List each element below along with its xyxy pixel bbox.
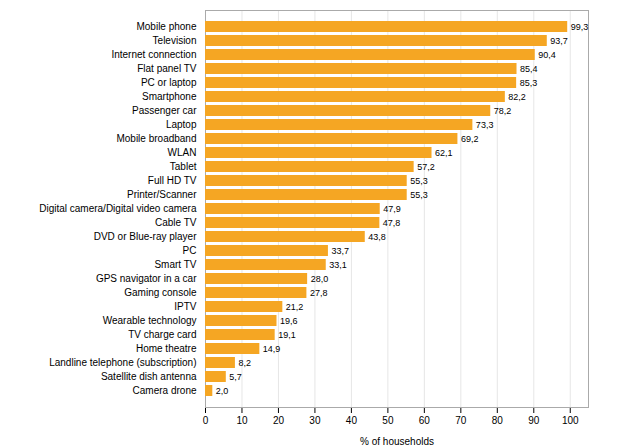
- svg-text:70: 70: [455, 415, 467, 426]
- svg-text:85,4: 85,4: [520, 64, 538, 74]
- svg-text:78,2: 78,2: [494, 106, 512, 116]
- svg-text:55,3: 55,3: [410, 190, 428, 200]
- svg-text:5,7: 5,7: [229, 372, 242, 382]
- svg-text:43,8: 43,8: [368, 232, 386, 242]
- svg-text:Mobile phone: Mobile phone: [136, 21, 196, 32]
- svg-text:Cable TV: Cable TV: [155, 217, 197, 228]
- svg-text:100: 100: [562, 415, 579, 426]
- svg-text:DVD or Blue-ray player: DVD or Blue-ray player: [94, 231, 197, 242]
- svg-text:Flat panel TV: Flat panel TV: [137, 63, 197, 74]
- svg-text:93,7: 93,7: [550, 36, 568, 46]
- svg-text:10: 10: [236, 415, 248, 426]
- svg-text:28,0: 28,0: [311, 274, 329, 284]
- svg-text:57,2: 57,2: [417, 162, 435, 172]
- svg-text:% of households: % of households: [360, 436, 434, 447]
- svg-text:Home theatre: Home theatre: [136, 343, 197, 354]
- svg-text:19,6: 19,6: [280, 316, 298, 326]
- svg-text:33,1: 33,1: [329, 260, 347, 270]
- svg-text:33,7: 33,7: [331, 246, 349, 256]
- svg-text:60: 60: [419, 415, 431, 426]
- svg-text:0: 0: [203, 415, 209, 426]
- svg-text:40: 40: [346, 415, 358, 426]
- svg-text:99,3: 99,3: [571, 22, 589, 32]
- svg-text:21,2: 21,2: [286, 302, 304, 312]
- svg-text:Full HD TV: Full HD TV: [148, 175, 197, 186]
- svg-text:90: 90: [528, 415, 540, 426]
- svg-text:Landline telephone (subscripti: Landline telephone (subscription): [49, 357, 196, 368]
- svg-text:55,3: 55,3: [410, 176, 428, 186]
- svg-text:14,9: 14,9: [263, 344, 281, 354]
- svg-text:80: 80: [492, 415, 504, 426]
- svg-text:30: 30: [309, 415, 321, 426]
- svg-text:Wearable technology: Wearable technology: [103, 315, 197, 326]
- svg-text:50: 50: [382, 415, 394, 426]
- svg-text:Tablet: Tablet: [170, 161, 197, 172]
- svg-text:47,8: 47,8: [383, 218, 401, 228]
- svg-text:Smartphone: Smartphone: [142, 91, 197, 102]
- svg-text:Digital camera/Digital video c: Digital camera/Digital video camera: [39, 203, 197, 214]
- svg-text:Mobile broadband: Mobile broadband: [116, 133, 196, 144]
- svg-text:20: 20: [273, 415, 285, 426]
- svg-text:27,8: 27,8: [310, 288, 328, 298]
- svg-text:82,2: 82,2: [508, 92, 526, 102]
- svg-text:Passenger car: Passenger car: [132, 105, 197, 116]
- svg-text:Laptop: Laptop: [166, 119, 197, 130]
- svg-text:62,1: 62,1: [435, 148, 453, 158]
- svg-text:IPTV: IPTV: [174, 301, 197, 312]
- svg-text:85,3: 85,3: [520, 78, 538, 88]
- svg-text:PC or laptop: PC or laptop: [141, 77, 197, 88]
- svg-text:2,0: 2,0: [216, 386, 229, 396]
- svg-text:90,4: 90,4: [538, 50, 556, 60]
- svg-text:19,1: 19,1: [278, 330, 296, 340]
- svg-text:GPS navigator in a car: GPS navigator in a car: [96, 273, 197, 284]
- svg-text:WLAN: WLAN: [168, 147, 197, 158]
- svg-text:Printer/Scanner: Printer/Scanner: [127, 189, 197, 200]
- svg-text:TV charge card: TV charge card: [128, 329, 196, 340]
- svg-text:Smart TV: Smart TV: [154, 259, 196, 270]
- svg-text:Camera drone: Camera drone: [133, 385, 197, 396]
- svg-text:Satellite dish antenna: Satellite dish antenna: [101, 371, 197, 382]
- svg-text:Internet connection: Internet connection: [111, 49, 196, 60]
- svg-text:PC: PC: [183, 245, 197, 256]
- svg-text:Television: Television: [153, 35, 197, 46]
- svg-text:69,2: 69,2: [461, 134, 479, 144]
- svg-text:Gaming console: Gaming console: [124, 287, 197, 298]
- svg-text:8,2: 8,2: [238, 358, 251, 368]
- svg-text:47,9: 47,9: [383, 204, 401, 214]
- svg-text:73,3: 73,3: [476, 120, 494, 130]
